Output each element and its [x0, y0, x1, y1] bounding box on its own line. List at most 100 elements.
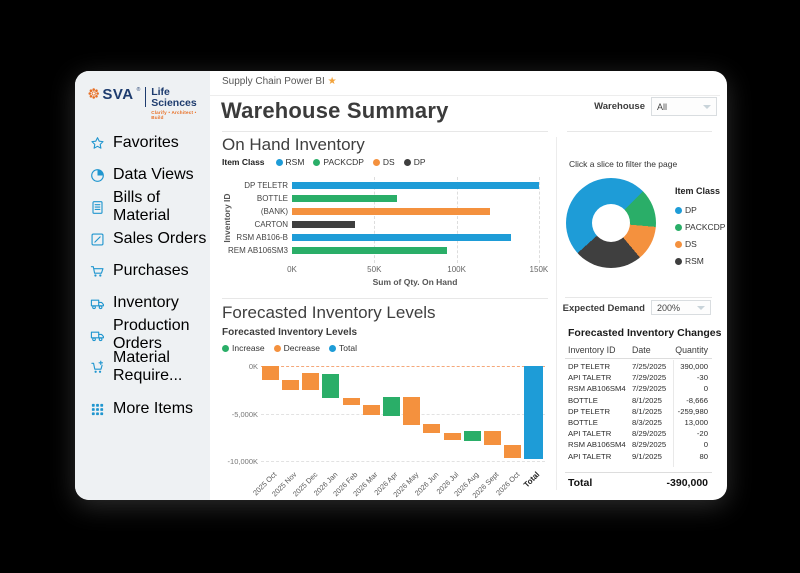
sidebar-item-purchases[interactable]: Purchases [90, 255, 189, 287]
on-hand-bar-bottle[interactable] [292, 195, 398, 202]
warehouse-dropdown[interactable]: All [651, 97, 717, 116]
legend-item-dp: DP [675, 205, 725, 215]
cell-inventory-id: API TALETR [568, 373, 612, 383]
cell-quantity: 80 [699, 451, 708, 461]
brand-division: Life Sciences [151, 86, 197, 109]
legend-dot-icon [403, 158, 411, 166]
donut-legend: Item Class DP PACKCDP DS RSM [675, 186, 725, 266]
cell-inventory-id: BOTTLE [568, 418, 598, 428]
on-hand-gridline [456, 177, 458, 263]
on-hand-category-label: (BANK) [260, 207, 288, 216]
on-hand-legend-title: Item Class [222, 157, 265, 167]
grid-icon [91, 403, 104, 415]
sidebar-item-label: Bills of Material [113, 189, 170, 224]
forecast-gridline [261, 461, 545, 463]
expected-demand-dropdown[interactable]: 200% [651, 300, 711, 315]
on-hand-bar-carton[interactable] [292, 221, 355, 228]
forecast-bar-2025-oct[interactable] [261, 366, 279, 381]
legend-item-total: Total [329, 343, 357, 353]
legend-item-label: Total [339, 343, 357, 353]
table-row: API TALETR 8/29/2025 -20 [568, 428, 708, 439]
forecast-bar-2025-dec[interactable] [302, 373, 320, 391]
legend-dot-icon [675, 206, 682, 214]
legend-dot-icon [275, 158, 283, 166]
on-hand-legend: Item Class RSM PACKCDP DS DP [222, 157, 426, 167]
sidebar-item-inventory[interactable]: Inventory [90, 287, 179, 319]
sidebar-item-sales-orders[interactable]: Sales Orders [90, 223, 206, 255]
page-title: Warehouse Summary [221, 98, 449, 123]
sidebar: SVA ® Life Sciences Clarify • Architect •… [75, 71, 210, 500]
cell-inventory-id: API TALETR [568, 451, 612, 461]
forecast-gridline [261, 413, 545, 415]
col-inventory-id: Inventory ID [568, 345, 616, 355]
cell-date: 7/25/2025 [632, 362, 667, 372]
expected-demand-value: 200% [657, 302, 681, 313]
registered-mark: ® [136, 87, 141, 93]
table-row: RSM AB106SM4 7/29/2025 0 [568, 383, 708, 394]
legend-dot-icon [372, 158, 380, 166]
forecast-bar-2026-aug[interactable] [463, 431, 481, 442]
sidebar-item-production-orders[interactable]: Production Orders [90, 317, 210, 352]
cell-quantity: -8,666 [686, 395, 708, 405]
legend-item-packcdp: PACKCDP [313, 157, 364, 167]
star-icon [91, 136, 104, 149]
report-title-bar: Supply Chain Power BI ★ [222, 76, 337, 87]
legend-dot-icon [675, 257, 682, 265]
forecast-bar-total[interactable] [524, 366, 543, 460]
table-row: DP TELETR 7/25/2025 390,000 [568, 361, 708, 372]
legend-dot-icon [222, 344, 229, 352]
forecast-bar-2026-mar[interactable] [362, 404, 380, 416]
table-header: Inventory ID Date Quantity [568, 345, 708, 355]
legend-dot-icon [675, 240, 682, 248]
legend-dot-icon [675, 223, 682, 231]
sidebar-item-label: Sales Orders [113, 230, 207, 247]
cell-date: 9/1/2025 [632, 451, 662, 461]
forecast-bar-2026-may[interactable] [403, 397, 421, 425]
favorite-star-icon[interactable]: ★ [327, 76, 337, 87]
truck-icon [90, 331, 104, 341]
report-title: Supply Chain Power BI [222, 76, 325, 87]
forecast-bar-2026-jul[interactable] [443, 432, 461, 441]
sidebar-item-material-require[interactable]: Material Require... [90, 349, 210, 384]
forecast-bar-2026-jun[interactable] [423, 424, 441, 433]
on-hand-bar-rem-ab106sm3[interactable] [292, 247, 447, 254]
pie-chart-icon [91, 168, 104, 182]
title-divider-right [567, 131, 712, 132]
sidebar-item-favorites[interactable]: Favorites [90, 127, 179, 159]
legend-item-ds: DS [372, 157, 395, 167]
panel-vertical-divider [556, 137, 557, 490]
legend-item-rsm: RSM [275, 157, 304, 167]
legend-item-label: DS [685, 239, 697, 249]
truck-icon [90, 299, 104, 309]
on-hand-category-label: CARTON [254, 220, 289, 229]
forecast-bar-2026-apr[interactable] [382, 397, 400, 417]
chevron-down-icon [703, 104, 711, 109]
document-icon [92, 200, 103, 214]
item-class-donut-chart[interactable] [566, 178, 656, 268]
forecast-bar-2026-oct[interactable] [504, 445, 522, 459]
donut-hole [592, 204, 630, 242]
forecast-bar-2026-sept[interactable] [483, 431, 501, 445]
forecast-bar-2025-nov[interactable] [281, 380, 299, 391]
sidebar-item-data-views[interactable]: Data Views [90, 159, 194, 191]
forecast-bar-2026-feb[interactable] [342, 397, 360, 406]
cell-quantity: -20 [696, 429, 708, 439]
on-hand-bar-rsm-ab106-b[interactable] [292, 234, 511, 241]
legend-item-label: DP [413, 157, 426, 167]
cell-date: 8/29/2025 [632, 440, 667, 450]
legend-item-dp: DP [403, 157, 426, 167]
sidebar-item-bills-of-material[interactable]: Bills of Material [90, 189, 210, 224]
on-hand-bar--bank-[interactable] [292, 208, 490, 215]
legend-item-ds: DS [675, 239, 725, 249]
table-total-divider [565, 472, 712, 473]
chevron-down-icon [697, 305, 705, 310]
table-body: DP TELETR 7/25/2025 390,000 API TALETR 7/29/… [568, 361, 708, 462]
on-hand-bar-dp-teletr[interactable] [292, 182, 539, 189]
cell-inventory-id: DP TELETR [568, 362, 611, 372]
col-date: Date [632, 345, 651, 355]
flower-icon [88, 88, 99, 99]
forecast-bar-2026-jan[interactable] [322, 373, 340, 399]
sidebar-item-more-items[interactable]: More Items [90, 393, 193, 425]
on-hand-category-label: BOTTLE [256, 194, 288, 203]
